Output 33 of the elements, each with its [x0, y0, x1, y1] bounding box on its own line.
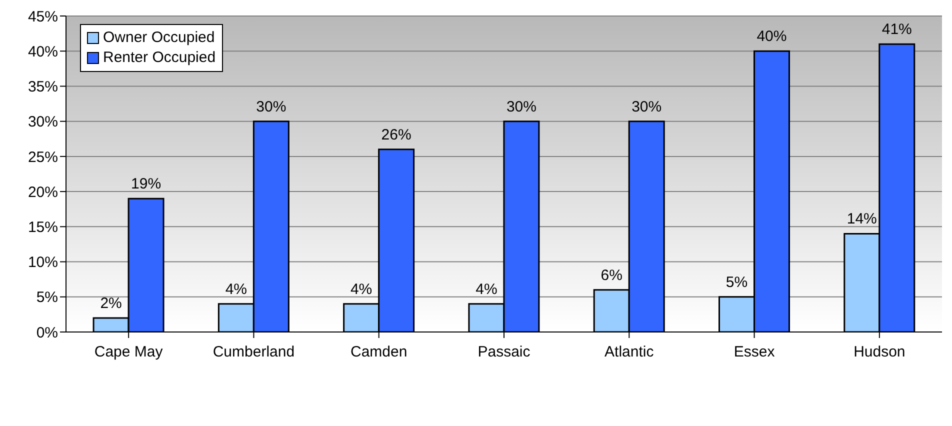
y-tick-label: 45%: [28, 8, 58, 26]
data-label: 4%: [350, 280, 372, 298]
data-label: 26%: [381, 126, 412, 144]
y-tick-label: 40%: [28, 43, 58, 60]
x-tick-label: Passaic: [478, 344, 531, 361]
y-tick-label: 0%: [36, 324, 58, 342]
data-label: 4%: [476, 280, 498, 298]
data-label: 19%: [131, 176, 162, 193]
data-label: 40%: [756, 28, 787, 46]
y-tick-label: 25%: [28, 148, 58, 166]
data-label: 14%: [846, 210, 877, 228]
x-tick-label: Essex: [734, 344, 776, 361]
x-tick-label: Atlantic: [604, 344, 654, 361]
data-label: 4%: [225, 280, 248, 298]
x-tick-label: Cape May: [94, 344, 164, 361]
y-tick-label: 10%: [28, 254, 58, 272]
y-tick-label: 35%: [28, 78, 58, 96]
legend-label: Owner Occupied: [102, 28, 216, 48]
legend-label: Renter Occupied: [102, 48, 216, 68]
data-label: 30%: [632, 98, 662, 116]
y-tick-label: 15%: [28, 218, 58, 236]
y-tick-label: 20%: [28, 184, 58, 201]
data-label: 2%: [100, 294, 122, 312]
data-label: 30%: [506, 98, 536, 116]
data-label: 5%: [726, 274, 748, 291]
x-tick-label: Hudson: [854, 344, 906, 361]
x-tick-label: Camden: [350, 344, 408, 361]
x-tick-label: Cumberland: [212, 344, 295, 361]
y-tick-label: 30%: [28, 114, 58, 131]
data-label: 41%: [882, 21, 912, 38]
data-label: 30%: [256, 98, 286, 116]
y-tick-label: 5%: [36, 289, 58, 306]
data-label: 6%: [600, 266, 622, 284]
